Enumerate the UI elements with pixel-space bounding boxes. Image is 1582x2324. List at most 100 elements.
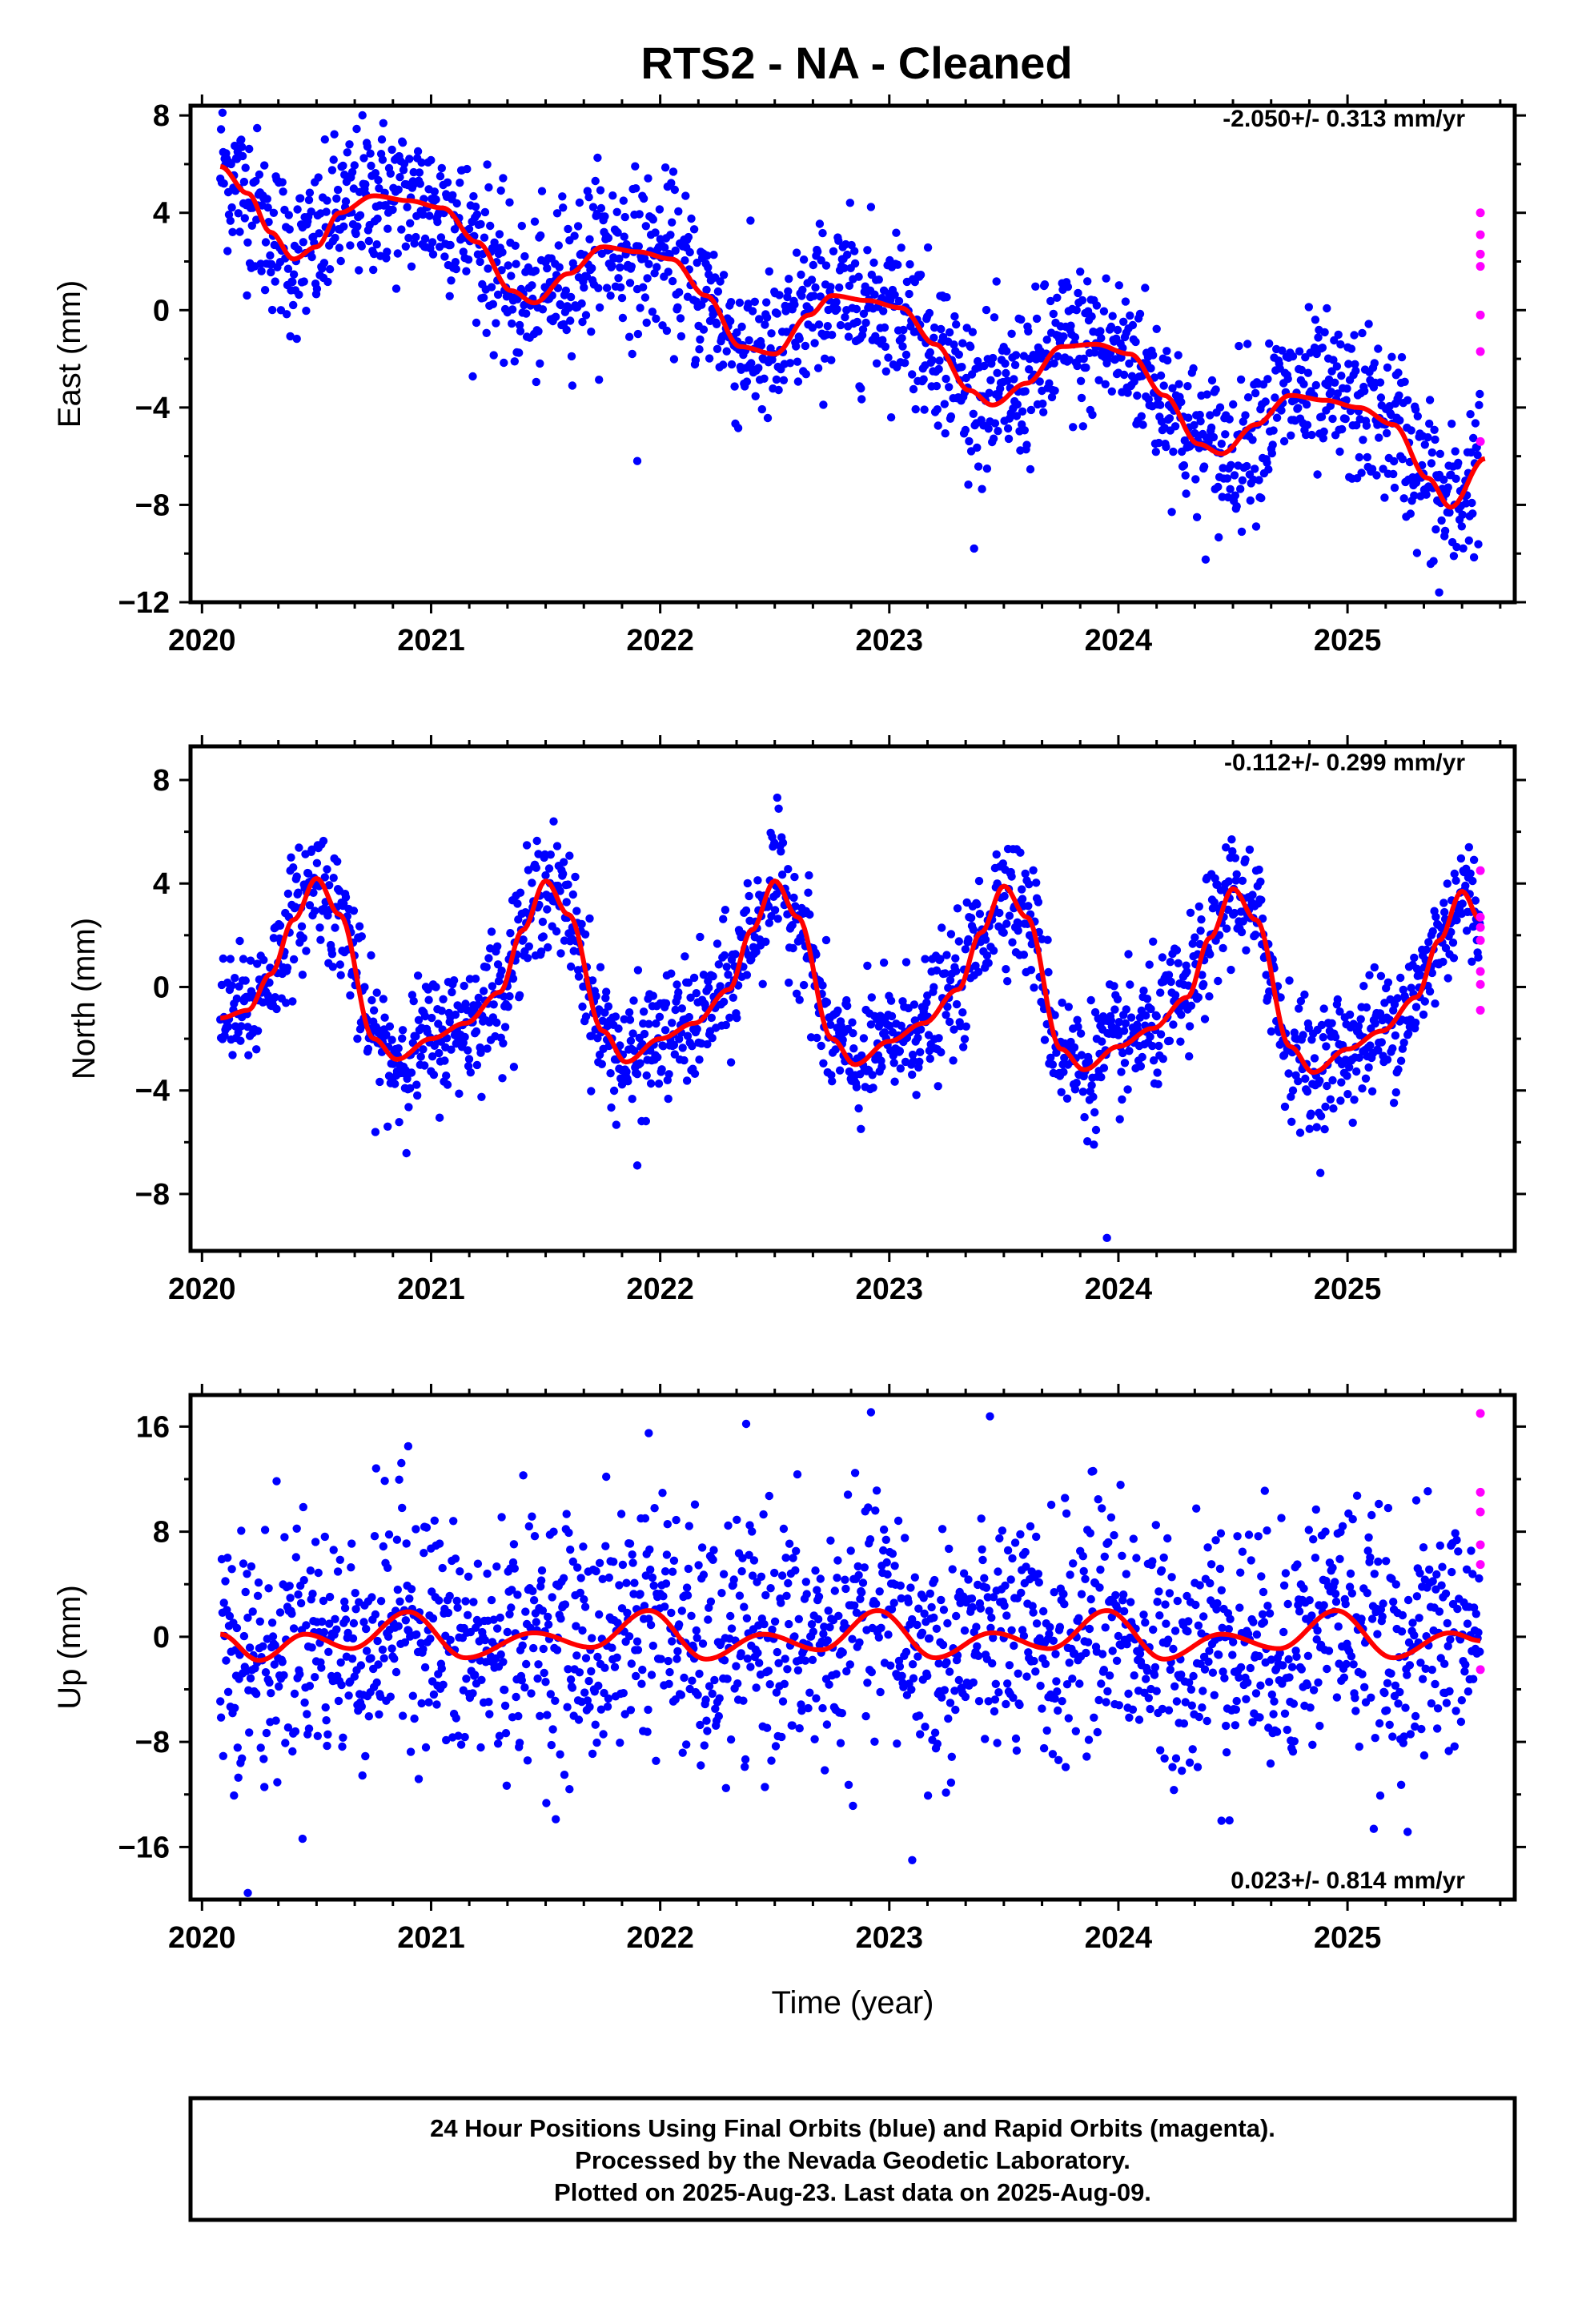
east-final-point bbox=[1279, 436, 1289, 446]
north-final-point bbox=[1142, 1011, 1150, 1020]
east-final-point bbox=[641, 222, 650, 231]
east-final-point bbox=[1423, 432, 1432, 442]
east-y-tick-label: 8 bbox=[153, 99, 170, 133]
east-final-point bbox=[1101, 380, 1110, 388]
up-final-point bbox=[314, 1568, 323, 1578]
east-final-point bbox=[691, 356, 701, 364]
up-final-point bbox=[789, 1554, 797, 1562]
up-final-point bbox=[609, 1558, 618, 1566]
up-final-point bbox=[398, 1711, 408, 1720]
east-final-point bbox=[814, 320, 824, 329]
north-final-point bbox=[1312, 1123, 1321, 1132]
east-final-point bbox=[528, 281, 536, 290]
up-final-point bbox=[1053, 1687, 1062, 1696]
east-final-point bbox=[1114, 281, 1124, 290]
up-final-point bbox=[813, 1614, 823, 1624]
up-final-point bbox=[612, 1653, 621, 1662]
up-final-point bbox=[259, 1642, 267, 1651]
east-final-point bbox=[757, 404, 766, 414]
east-final-point bbox=[1128, 320, 1138, 330]
up-final-point bbox=[412, 1630, 421, 1639]
east-final-point bbox=[1165, 414, 1174, 423]
north-final-point bbox=[437, 1007, 446, 1015]
north-final-point bbox=[1323, 1081, 1331, 1091]
up-final-point bbox=[874, 1633, 884, 1642]
up-final-point bbox=[875, 1587, 884, 1596]
up-final-point bbox=[1041, 1659, 1050, 1668]
north-final-point bbox=[460, 1032, 469, 1042]
north-final-point bbox=[1391, 1088, 1401, 1097]
up-final-point bbox=[623, 1608, 632, 1618]
north-final-point bbox=[1237, 927, 1247, 937]
up-final-point bbox=[560, 1600, 570, 1609]
east-final-point bbox=[219, 179, 228, 188]
east-final-point bbox=[336, 256, 345, 266]
north-final-point bbox=[1452, 915, 1461, 925]
up-final-point bbox=[540, 1668, 548, 1678]
east-final-point bbox=[616, 263, 624, 272]
east-final-point bbox=[1440, 526, 1450, 536]
east-final-point bbox=[322, 207, 331, 216]
up-final-point bbox=[697, 1543, 707, 1552]
north-final-point bbox=[908, 1050, 917, 1059]
north-final-point bbox=[1219, 943, 1227, 953]
up-final-point bbox=[680, 1673, 689, 1683]
north-final-point bbox=[588, 976, 597, 985]
east-final-point bbox=[675, 287, 684, 297]
north-final-point bbox=[952, 967, 961, 975]
up-final-point bbox=[865, 1535, 875, 1544]
east-final-point bbox=[364, 236, 373, 246]
east-final-point bbox=[881, 367, 891, 376]
north-final-point bbox=[867, 993, 877, 1002]
up-final-point bbox=[279, 1671, 288, 1680]
north-final-point bbox=[1394, 1065, 1403, 1074]
north-final-point bbox=[777, 870, 787, 879]
east-final-point bbox=[1181, 471, 1190, 480]
north-final-point bbox=[379, 995, 387, 1003]
east-final-point bbox=[361, 180, 370, 189]
north-final-point bbox=[600, 1008, 609, 1017]
east-final-point bbox=[712, 320, 721, 328]
east-final-point bbox=[1090, 348, 1099, 357]
up-final-point bbox=[882, 1558, 891, 1567]
east-final-point bbox=[255, 170, 264, 179]
east-final-point bbox=[1106, 322, 1116, 332]
north-final-point bbox=[945, 1017, 954, 1027]
east-final-point bbox=[1024, 327, 1033, 336]
up-final-point bbox=[339, 1733, 347, 1742]
up-final-point bbox=[745, 1550, 753, 1560]
up-final-point bbox=[850, 1601, 859, 1610]
east-final-point bbox=[339, 222, 348, 231]
north-final-point bbox=[661, 1026, 670, 1035]
up-final-point bbox=[661, 1567, 670, 1576]
east-final-point bbox=[1427, 459, 1436, 468]
up-final-point bbox=[1124, 1689, 1133, 1699]
north-final-point bbox=[1196, 927, 1205, 935]
up-final-point bbox=[424, 1698, 433, 1707]
up-final-point bbox=[568, 1557, 577, 1566]
east-final-point bbox=[1336, 340, 1345, 349]
up-final-point bbox=[572, 1651, 581, 1660]
east-final-point bbox=[445, 292, 454, 300]
up-final-point bbox=[879, 1525, 889, 1534]
east-final-point bbox=[377, 135, 387, 144]
up-final-point bbox=[1094, 1495, 1102, 1504]
east-final-point bbox=[1002, 347, 1011, 356]
east-final-point bbox=[497, 266, 506, 275]
east-final-point bbox=[1466, 410, 1475, 419]
north-final-point bbox=[1377, 1038, 1387, 1047]
east-final-point bbox=[797, 270, 805, 279]
north-final-point bbox=[1359, 982, 1368, 991]
north-final-point bbox=[1227, 835, 1236, 844]
up-final-point bbox=[246, 1674, 255, 1683]
east-final-point bbox=[263, 195, 271, 203]
north-final-point bbox=[1474, 953, 1483, 962]
up-final-point bbox=[752, 1683, 761, 1692]
east-final-point bbox=[1050, 386, 1059, 395]
east-final-point bbox=[323, 277, 332, 287]
north-final-point bbox=[509, 1063, 519, 1072]
east-final-point bbox=[755, 315, 764, 324]
east-rapid-point bbox=[1476, 310, 1485, 320]
north-final-point bbox=[1139, 986, 1148, 995]
